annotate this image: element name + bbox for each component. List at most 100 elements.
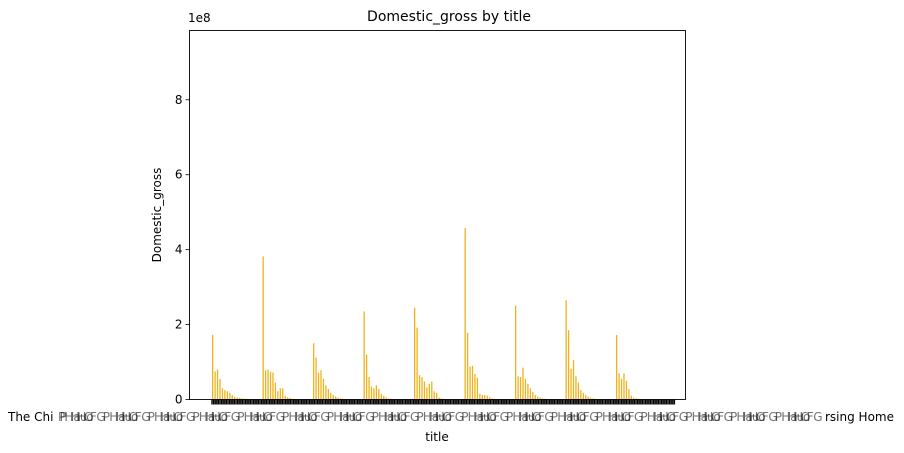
x-ticks-group xyxy=(211,399,676,405)
x-tick-label: C xyxy=(442,410,450,424)
x-tick-label: Hu xyxy=(295,410,312,424)
bar xyxy=(426,387,428,400)
bar xyxy=(625,380,628,400)
bar xyxy=(592,398,594,400)
bar xyxy=(284,395,286,400)
bar xyxy=(582,392,584,400)
x-tick-label: C xyxy=(263,410,271,424)
y-tick-label: 0 xyxy=(175,393,183,407)
x-tick-label: Ho xyxy=(122,410,138,424)
x-tick-label: Ha xyxy=(378,410,394,424)
x-tick-label: Ho xyxy=(301,410,317,424)
x-tick-label: Ha xyxy=(512,410,528,424)
x-tick-label: C xyxy=(397,410,405,424)
bar xyxy=(269,371,272,400)
x-tick-label: P xyxy=(327,410,334,424)
bar xyxy=(486,395,488,400)
x-tick-label: G xyxy=(276,410,285,424)
x-tick-label: G xyxy=(634,410,643,424)
x-tick-label: G xyxy=(410,410,419,424)
x-tick-label: P xyxy=(685,410,692,424)
x-tick-label: F xyxy=(583,410,590,424)
chart-title: Domestic_gross by title xyxy=(367,9,531,25)
x-tick-label: F xyxy=(762,410,769,424)
bar xyxy=(226,391,228,400)
x-tick-label: Ho xyxy=(436,410,452,424)
x-tick-label: Hu xyxy=(429,410,446,424)
x-tick-label: P xyxy=(730,410,737,424)
bar xyxy=(416,327,418,400)
x-tick-label: Ha xyxy=(154,410,170,424)
bar xyxy=(236,397,238,400)
x-tick-label: Ho xyxy=(704,410,720,424)
x-tick-label: rsing Home xyxy=(825,410,894,424)
bar xyxy=(464,227,466,400)
bar xyxy=(368,377,370,400)
x-tick-label: P xyxy=(416,410,423,424)
x-tick-label: Ho xyxy=(167,410,183,424)
x-tick-label: P xyxy=(506,410,513,424)
x-tick-label: P xyxy=(192,410,199,424)
bar xyxy=(524,378,527,400)
bar xyxy=(537,396,539,400)
x-tick-label: F xyxy=(135,410,142,424)
x-tick-label: F xyxy=(448,410,455,424)
x-tick-label: Ha xyxy=(557,410,573,424)
bar xyxy=(587,396,589,400)
bar xyxy=(365,354,368,400)
x-tick-label: The Chi xyxy=(7,410,53,424)
bar xyxy=(317,372,320,400)
bar xyxy=(572,360,575,400)
bar xyxy=(287,397,289,400)
x-tick-label: C xyxy=(128,410,136,424)
x-tick-label: Hu xyxy=(205,410,222,424)
x-tick-label: G xyxy=(141,410,150,424)
bar xyxy=(620,378,623,400)
x-tick-label: G xyxy=(186,410,195,424)
x-tick-label: C xyxy=(756,410,764,424)
bar xyxy=(633,397,635,400)
x-tick-label: Ho xyxy=(256,410,272,424)
bar xyxy=(623,373,625,400)
x-tick-label: G xyxy=(500,410,509,424)
bar xyxy=(476,377,479,400)
bar xyxy=(378,389,380,400)
bar xyxy=(436,392,438,400)
x-tick-label: Ha xyxy=(109,410,125,424)
bar xyxy=(515,305,517,400)
bar xyxy=(277,391,279,400)
x-tick-label: P xyxy=(58,410,65,424)
bar xyxy=(575,376,577,400)
bar xyxy=(474,374,476,400)
bar xyxy=(567,330,570,400)
bar xyxy=(229,392,231,400)
x-tick-label: Hu xyxy=(250,410,267,424)
x-tick-label: P xyxy=(103,410,110,424)
bar xyxy=(527,383,529,400)
bar xyxy=(332,395,334,400)
x-tick-label: F xyxy=(359,410,366,424)
x-tick-label: P xyxy=(461,410,468,424)
bar xyxy=(471,365,474,400)
bar xyxy=(580,390,582,400)
x-tick-label: F xyxy=(314,410,321,424)
x-tick-label: G xyxy=(679,410,688,424)
x-tick-label: Hu xyxy=(71,410,88,424)
x-tick-label: Ha xyxy=(647,410,663,424)
x-tick-label: Ha xyxy=(244,410,260,424)
bar xyxy=(234,396,236,400)
bar xyxy=(414,307,416,400)
bar xyxy=(262,256,264,400)
y-tick-label: 6 xyxy=(175,168,183,182)
bar xyxy=(380,393,382,400)
bar xyxy=(375,385,378,400)
x-tick-label: Hu xyxy=(608,410,625,424)
bar xyxy=(534,395,536,400)
bar xyxy=(219,378,221,400)
x-tick-label: G xyxy=(320,410,329,424)
x-tick-label: Ho xyxy=(660,410,676,424)
x-tick-label: F xyxy=(493,410,500,424)
x-tick-label: G xyxy=(96,410,105,424)
